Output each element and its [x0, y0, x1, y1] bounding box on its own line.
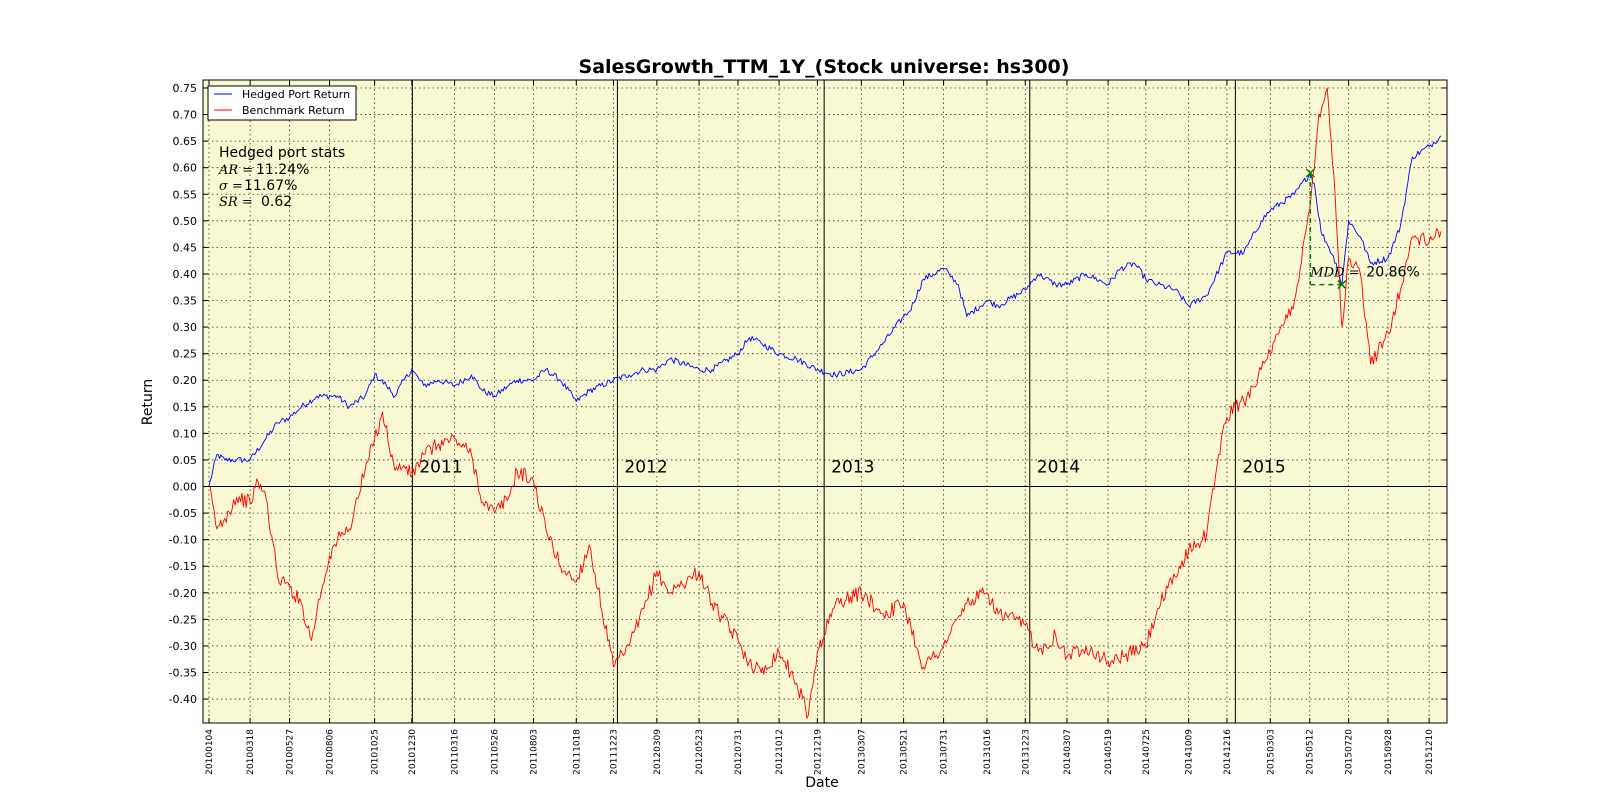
x-tick-label: 20121219 — [813, 729, 823, 775]
y-tick-label: -0.40 — [169, 693, 197, 706]
year-label: 2012 — [624, 458, 667, 478]
x-axis-ticks: 20100104 20100318 20100527 20100806 20101025… — [205, 80, 1435, 775]
x-tick-label: 20140307 — [1063, 729, 1073, 775]
x-tick-label: 20100104 — [205, 729, 215, 775]
y-tick-label: -0.15 — [169, 560, 197, 573]
mdd-marker-stroke — [1305, 168, 1315, 178]
stats-ar-value: 11.24% — [256, 162, 309, 178]
x-tick-label: 20131223 — [1021, 729, 1031, 775]
y-tick-label: -0.10 — [169, 534, 197, 547]
stats-sigma-value: 11.67% — [244, 178, 297, 194]
x-tick-label: 20150512 — [1306, 729, 1316, 775]
x-tick-label: 20110803 — [529, 729, 539, 775]
benchmark-return-line — [208, 87, 1442, 719]
y-tick-label: 0.05 — [173, 454, 198, 467]
x-tick-label: 20120523 — [695, 729, 705, 775]
year-label: 2011 — [419, 458, 462, 478]
y-tick-label: 0.10 — [173, 427, 198, 440]
legend: Hedged Port Return Benchmark Return — [207, 85, 357, 121]
mdd-label: MDD = — [1309, 266, 1359, 281]
x-tick-label: 20111018 — [572, 729, 582, 775]
grid-layer — [203, 80, 1447, 723]
x-tick-label: 20150303 — [1266, 729, 1276, 775]
x-tick-label: 20111223 — [609, 729, 619, 775]
plot-background — [203, 80, 1447, 723]
x-tick-label: 20151210 — [1425, 729, 1435, 775]
x-tick-label: 20110526 — [491, 729, 501, 775]
y-tick-label: 0.45 — [173, 241, 198, 254]
y-tick-label: 0.30 — [173, 321, 198, 334]
mdd-peak-marker — [1305, 168, 1315, 178]
x-tick-label: 20141216 — [1223, 729, 1233, 775]
x-tick-label: 20110316 — [451, 729, 461, 775]
stats-sr-value: 0.62 — [261, 194, 292, 210]
y-tick-label: 0.70 — [173, 109, 198, 122]
series-layer — [208, 87, 1442, 719]
x-tick-label: 20100318 — [246, 729, 256, 775]
x-tick-label: 20141009 — [1185, 729, 1195, 775]
hedged-port-return-line — [208, 135, 1442, 487]
x-tick-label: 20140725 — [1142, 729, 1152, 775]
mdd-marker-stroke — [1337, 280, 1347, 290]
stats-box: Hedged port stats AR = 11.24% σ = 11.67%… — [218, 145, 345, 210]
y-tick-label: -0.05 — [169, 507, 197, 520]
y-tick-label: -0.20 — [169, 587, 197, 600]
chart-title: SalesGrowth_TTM_1Y_(Stock universe: hs30… — [579, 56, 1070, 78]
y-axis-label: Return — [140, 379, 156, 425]
y-tick-label: 0.15 — [173, 401, 198, 414]
x-tick-label: 20140519 — [1104, 729, 1114, 775]
mdd-layer: MDD = 20.86% — [1305, 168, 1420, 290]
legend-label-benchmark: Benchmark Return — [242, 104, 345, 117]
year-lines: 2011 2012 2013 2014 2015 — [411, 80, 1286, 723]
stats-sr-label: SR = — [219, 195, 253, 210]
x-tick-label: 20131016 — [983, 729, 993, 775]
plot-frame — [202, 79, 1448, 724]
x-tick-label: 20101230 — [408, 729, 418, 775]
x-tick-label: 20121012 — [775, 729, 785, 775]
x-tick-label: 20100806 — [326, 729, 336, 775]
x-tick-label: 20130307 — [857, 729, 867, 775]
x-tick-label: 20130521 — [900, 729, 910, 775]
y-tick-label: 0.25 — [173, 348, 198, 361]
y-tick-label: 0.00 — [173, 481, 198, 494]
x-tick-label: 20101025 — [371, 729, 381, 775]
mdd-trough-marker — [1337, 280, 1347, 290]
x-tick-label: 20120731 — [734, 729, 744, 775]
stats-sigma-label: σ = — [219, 179, 243, 194]
x-tick-label: 20150720 — [1345, 729, 1355, 775]
y-tick-label: 0.75 — [173, 82, 198, 95]
legend-label-hedged: Hedged Port Return — [242, 88, 350, 101]
x-tick-label: 20100527 — [286, 729, 296, 775]
stats-ar-label: AR = — [218, 163, 253, 178]
y-tick-label: -0.30 — [169, 640, 197, 653]
year-label: 2015 — [1242, 458, 1285, 478]
y-tick-label: 0.55 — [173, 188, 198, 201]
stats-heading: Hedged port stats — [219, 145, 345, 161]
y-tick-label: 0.35 — [173, 295, 198, 308]
legend-box — [207, 85, 357, 121]
y-tick-label: -0.25 — [169, 613, 197, 626]
x-tick-label: 20120309 — [653, 729, 663, 775]
x-axis-label: Date — [805, 775, 838, 791]
y-tick-label: 0.60 — [173, 162, 198, 175]
x-tick-label: 20130731 — [940, 729, 950, 775]
mdd-value: 20.86% — [1366, 265, 1419, 281]
x-tick-label: 20150928 — [1384, 729, 1394, 775]
y-tick-label: 0.50 — [173, 215, 198, 228]
y-tick-label: 0.40 — [173, 268, 198, 281]
year-label: 2014 — [1037, 458, 1080, 478]
y-tick-label: 0.20 — [173, 374, 198, 387]
year-label: 2013 — [831, 458, 874, 478]
y-axis-ticks: 0.75 0.70 0.65 0.60 0.55 0.50 0.45 0.40 0.35 0.30… — [169, 82, 1447, 706]
y-tick-label: 0.65 — [173, 135, 198, 148]
y-tick-label: -0.35 — [169, 667, 197, 680]
